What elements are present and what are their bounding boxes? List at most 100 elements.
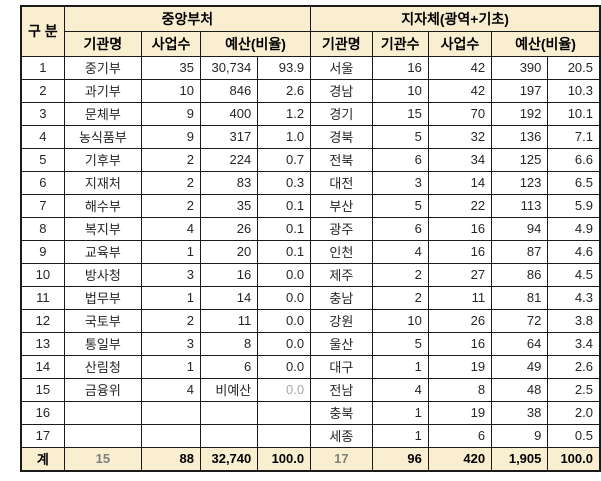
row-number-cell: 12: [20, 308, 65, 333]
budget-cell: 224: [199, 147, 259, 172]
ratio-cell: 4.9: [547, 216, 601, 241]
org-count-cell: 5: [371, 193, 429, 218]
budget-cell: [199, 423, 259, 448]
ratio-cell: 4.3: [547, 285, 601, 310]
org-count-cell: 3: [371, 170, 429, 195]
local-governments-group-header: 지자체(광역+기초): [310, 5, 601, 32]
table-row: 16 충북 1 19 38 2.0: [20, 400, 601, 425]
row-number-cell: 6: [20, 170, 65, 195]
agency-name-cell: 교육부: [63, 239, 143, 264]
project-count-cell: 10: [141, 78, 201, 103]
ratio-cell: 3.4: [547, 331, 601, 356]
agency-name-cell: 농식품부: [63, 124, 143, 149]
budget-cell: 125: [491, 147, 549, 172]
project-count-cell: 26: [427, 308, 493, 333]
budget-cell: 317: [199, 124, 259, 149]
ratio-cell: 0.0: [257, 285, 312, 310]
group-header-row: 구 분 중앙부처 지자체(광역+기초): [20, 5, 601, 57]
project-count-cell: 4: [141, 216, 201, 241]
project-count-cell: 2: [141, 170, 201, 195]
project-count-cell: 3: [141, 331, 201, 356]
budget-cell: 6: [199, 354, 259, 379]
agency-name-cell: 방사청: [63, 262, 143, 287]
ratio-cell: 4.5: [547, 262, 601, 287]
budget-cell: [199, 400, 259, 425]
agency-name-cell: 산림청: [63, 354, 143, 379]
table-row: 8 복지부 4 26 0.1 광주 6 16 94 4.9: [20, 216, 601, 241]
project-count-cell: 9: [141, 101, 201, 126]
agency-name-cell: 기후부: [63, 147, 143, 172]
region-name-cell: 경북: [310, 124, 373, 149]
region-name-cell: 강원: [310, 308, 373, 333]
agency-name-cell: 문체부: [63, 101, 143, 126]
budget-cell: 30,734: [199, 55, 259, 80]
budget-cell: 8: [199, 331, 259, 356]
ratio-cell: 10.3: [547, 78, 601, 103]
ratio-cell: 2.6: [547, 354, 601, 379]
table-row: 6 지재처 2 83 0.3 대전 3 14 123 6.5: [20, 170, 601, 195]
budget-cell: 197: [491, 78, 549, 103]
row-number-cell: 9: [20, 239, 65, 264]
project-count-cell: 32: [427, 124, 493, 149]
ratio-cell: [257, 400, 312, 425]
row-number-cell: 2: [20, 78, 65, 103]
agency-name-cell: 과기부: [63, 78, 143, 103]
project-count-cell: 11: [427, 285, 493, 310]
agency-name-cell: 법무부: [63, 285, 143, 310]
org-count-cell: 10: [371, 78, 429, 103]
budget-cell: 123: [491, 170, 549, 195]
region-name-header: 기관명: [310, 30, 373, 57]
project-count-cell: [141, 400, 201, 425]
org-count-cell: 6: [371, 216, 429, 241]
region-name-cell: 부산: [310, 193, 373, 218]
region-name-cell: 경남: [310, 78, 373, 103]
agency-name-cell: 중기부: [63, 55, 143, 80]
table-row: 11 법무부 1 14 0.0 충남 2 11 81 4.3: [20, 285, 601, 310]
project-count-cell: 6: [427, 423, 493, 448]
table-row: 2 과기부 10 846 2.6 경남 10 42 197 10.3: [20, 78, 601, 103]
row-number-cell: 1: [20, 55, 65, 80]
org-count-cell: 2: [371, 262, 429, 287]
region-name-cell: 울산: [310, 331, 373, 356]
corner-header-cell: 구 분: [20, 5, 65, 57]
region-name-cell: 세종: [310, 423, 373, 448]
region-name-cell: 대전: [310, 170, 373, 195]
org-count-cell: 5: [371, 331, 429, 356]
ratio-cell: 3.8: [547, 308, 601, 333]
ratio-cell: 2.0: [547, 400, 601, 425]
table-row: 12 국토부 2 11 0.0 강원 10 26 72 3.8: [20, 308, 601, 333]
project-count-cell: 3: [141, 262, 201, 287]
project-count-cell: 9: [141, 124, 201, 149]
total-project-count-cell: 420: [427, 446, 493, 472]
org-count-cell: 4: [371, 239, 429, 264]
table-row: 4 농식품부 9 317 1.0 경북 5 32 136 7.1: [20, 124, 601, 149]
budget-ratio-header: 예산(비율): [491, 30, 601, 57]
row-number-cell: 5: [20, 147, 65, 172]
project-count-cell: 1: [141, 239, 201, 264]
org-count-cell: 2: [371, 285, 429, 310]
budget-cell: 26: [199, 216, 259, 241]
row-number-cell: 3: [20, 101, 65, 126]
total-label-cell: 계: [20, 446, 65, 472]
org-count-cell: 1: [371, 400, 429, 425]
budget-cell: 846: [199, 78, 259, 103]
ratio-cell: 1.0: [257, 124, 312, 149]
ratio-cell: 2.5: [547, 377, 601, 402]
table-row: 13 통일부 3 8 0.0 울산 5 16 64 3.4: [20, 331, 601, 356]
table-row: 3 문체부 9 400 1.2 경기 15 70 192 10.1: [20, 101, 601, 126]
budget-cell: 86: [491, 262, 549, 287]
budget-cell: 20: [199, 239, 259, 264]
project-count-cell: 42: [427, 55, 493, 80]
row-number-cell: 17: [20, 423, 65, 448]
org-count-cell: 10: [371, 308, 429, 333]
table-row: 7 해수부 2 35 0.1 부산 5 22 113 5.9: [20, 193, 601, 218]
budget-cell: 83: [199, 170, 259, 195]
org-count-cell: 4: [371, 377, 429, 402]
region-name-cell: 광주: [310, 216, 373, 241]
budget-cell: 35: [199, 193, 259, 218]
row-number-cell: 15: [20, 377, 65, 402]
budget-cell: 400: [199, 101, 259, 126]
budget-cell: 11: [199, 308, 259, 333]
project-count-cell: 2: [141, 308, 201, 333]
ratio-cell: 20.5: [547, 55, 601, 80]
